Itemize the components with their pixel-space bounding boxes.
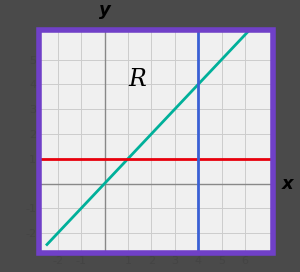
Text: x: x <box>282 175 294 193</box>
Text: y: y <box>99 1 110 19</box>
Text: R: R <box>128 68 146 91</box>
